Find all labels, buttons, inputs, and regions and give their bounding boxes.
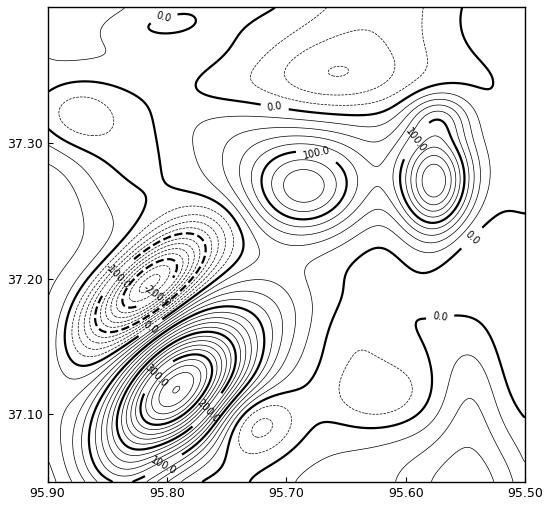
Text: 100.0: 100.0	[149, 455, 178, 477]
Text: -100.0: -100.0	[103, 261, 131, 291]
Text: 300.0: 300.0	[143, 362, 170, 388]
Text: 0.0: 0.0	[463, 229, 481, 247]
Text: 0.0: 0.0	[266, 101, 283, 113]
Text: 200.0: 200.0	[195, 397, 221, 424]
Text: 0.0: 0.0	[155, 11, 172, 24]
Text: 0.0: 0.0	[141, 319, 159, 336]
Text: 100.0: 100.0	[404, 126, 428, 154]
Text: -200.0: -200.0	[141, 282, 172, 308]
Text: 0.0: 0.0	[432, 311, 448, 323]
Text: 100.0: 100.0	[302, 146, 332, 161]
